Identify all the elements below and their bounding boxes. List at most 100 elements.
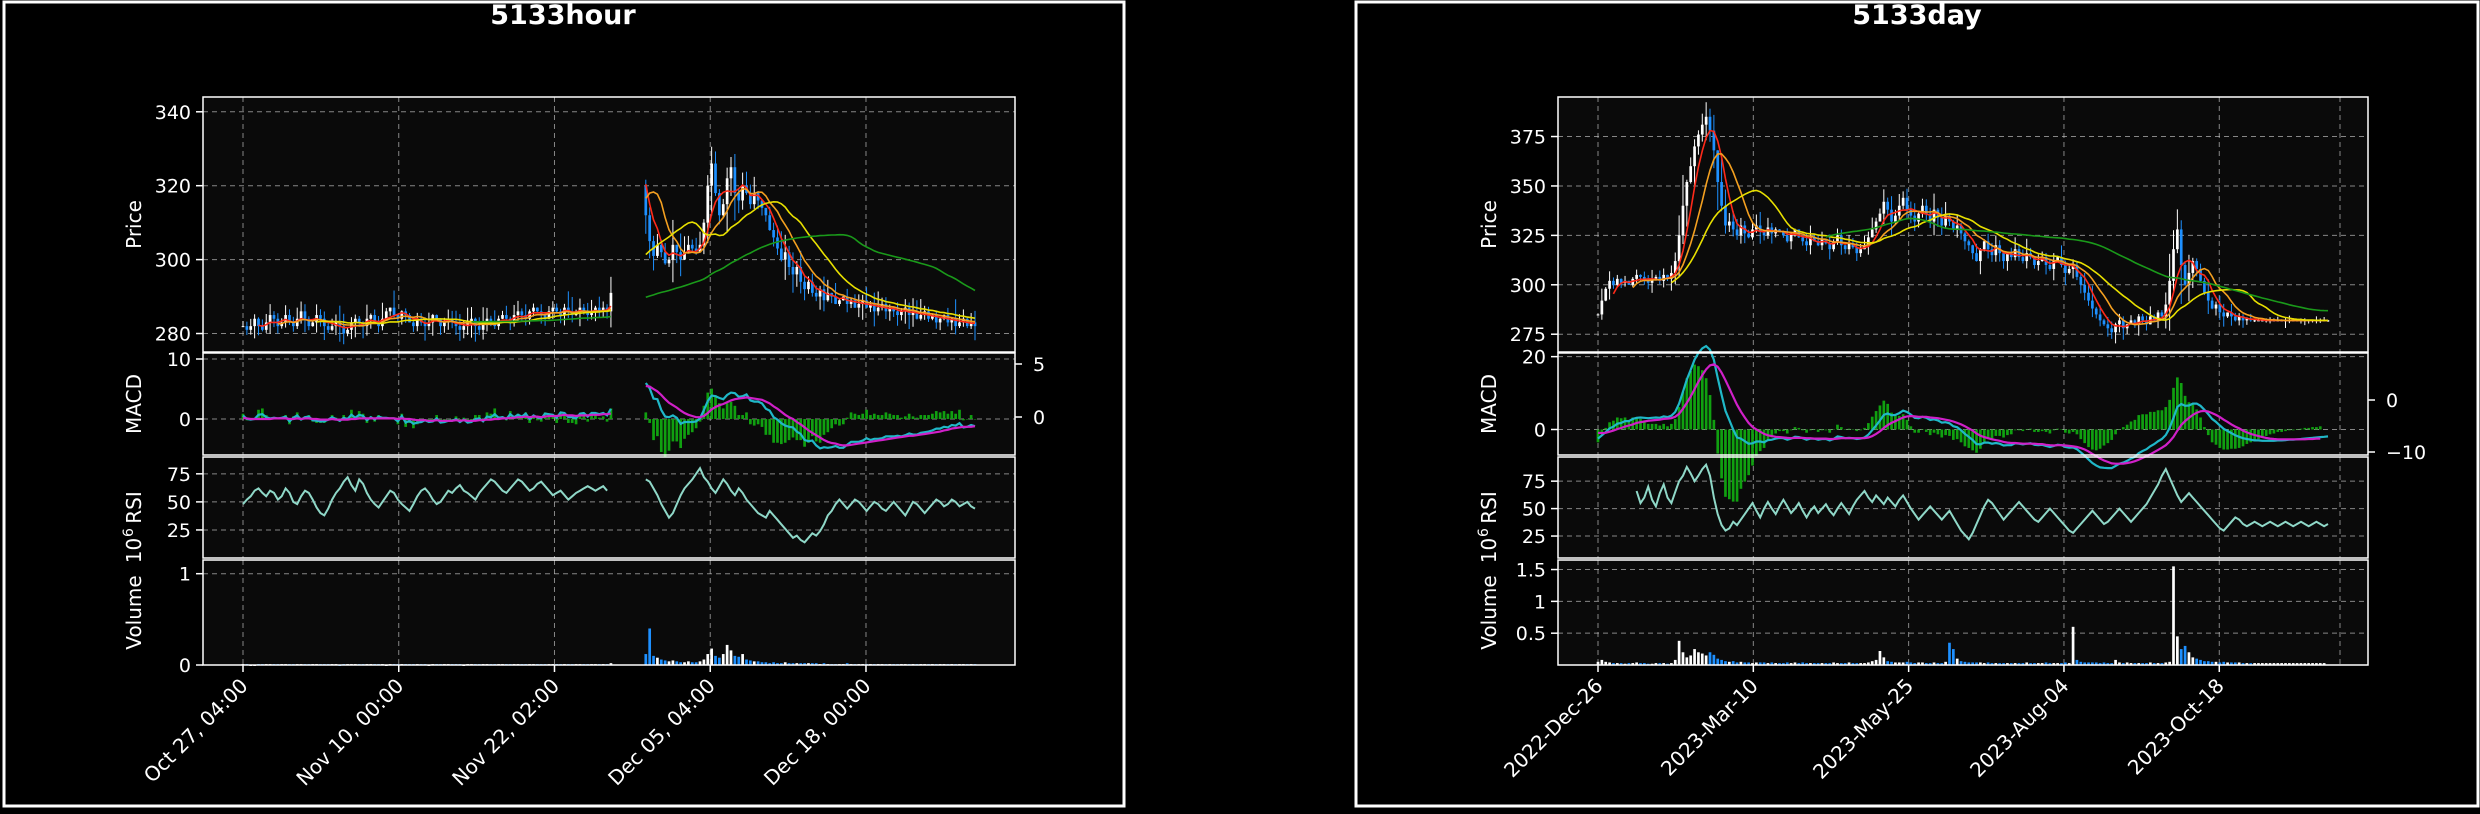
volume-bar bbox=[1608, 662, 1611, 665]
macd-ylabel: MACD bbox=[122, 374, 146, 434]
macd-hist-bar bbox=[1975, 429, 1978, 453]
candle-body bbox=[721, 204, 725, 216]
macd-hist-bar bbox=[1998, 429, 2002, 436]
macd-hist-bar bbox=[710, 388, 713, 419]
macd-hist-bar bbox=[539, 419, 543, 422]
candle-body bbox=[973, 322, 977, 327]
candle-body bbox=[1924, 205, 1928, 214]
candle-body bbox=[911, 311, 915, 316]
volume-bar bbox=[1635, 662, 1638, 665]
volume-bar bbox=[1735, 662, 1739, 665]
macd-hist-bar bbox=[861, 413, 865, 419]
candle-body bbox=[1658, 276, 1662, 281]
macd-hist-bar bbox=[687, 419, 690, 435]
candle-body bbox=[783, 252, 787, 260]
price-panel-border bbox=[202, 96, 1016, 353]
macd-hist-bar bbox=[1816, 429, 1820, 432]
macd-hist-bar bbox=[810, 419, 814, 437]
candle-body bbox=[2168, 280, 2171, 305]
candle-body bbox=[311, 322, 315, 327]
ytick-label-price: 325 bbox=[1510, 225, 1546, 247]
volume-panel-border bbox=[1557, 559, 2369, 666]
macd-hist-bar bbox=[2214, 429, 2218, 445]
macd-hist-bar bbox=[1959, 429, 1963, 443]
candle-body bbox=[1731, 221, 1735, 230]
volume-bar bbox=[1643, 663, 1646, 665]
candle-body bbox=[435, 315, 438, 319]
volume-bar bbox=[2199, 659, 2202, 665]
macd-hist-bar bbox=[1812, 429, 1816, 430]
volume-bar bbox=[1851, 663, 1855, 665]
ytick-label-macd: 0 bbox=[179, 409, 191, 431]
macd-hist-bar bbox=[2118, 429, 2121, 430]
volume-bar bbox=[2315, 663, 2318, 665]
candle-body bbox=[566, 307, 570, 312]
volume-bar bbox=[2164, 662, 2168, 665]
candle-body bbox=[1615, 278, 1619, 285]
volume-bar bbox=[1797, 663, 1801, 665]
macd-hist-bar bbox=[896, 415, 899, 419]
volume-bar bbox=[1731, 661, 1735, 665]
candle-body bbox=[931, 315, 934, 319]
candle-body bbox=[253, 318, 256, 327]
candle-body bbox=[1697, 134, 1700, 147]
candle-body bbox=[1855, 247, 1859, 254]
candle-body bbox=[826, 292, 830, 301]
macd-hist-bar bbox=[969, 415, 973, 419]
candle-body bbox=[2114, 324, 2117, 333]
candle-body bbox=[241, 326, 245, 328]
volume-bar bbox=[1712, 654, 1716, 665]
candle-body bbox=[1789, 233, 1793, 242]
right-ytick-label: −10 bbox=[2386, 442, 2426, 464]
macd-hist-bar bbox=[741, 415, 744, 419]
candle-body bbox=[1693, 146, 1696, 167]
macd-hist-bar bbox=[1693, 364, 1696, 430]
volume-bar bbox=[1886, 661, 1890, 665]
volume-bar bbox=[795, 663, 799, 665]
macd-hist-bar bbox=[931, 413, 934, 419]
macd-hist-bar bbox=[555, 419, 559, 423]
macd-hist-bar bbox=[1843, 429, 1847, 430]
volume-bar bbox=[2079, 661, 2083, 665]
macd-hist-bar bbox=[869, 415, 872, 419]
macd-hist-bar bbox=[927, 415, 930, 419]
candle-body bbox=[2203, 280, 2206, 293]
volume-bar bbox=[1600, 659, 1604, 665]
candle-body bbox=[2152, 316, 2156, 321]
candle-body bbox=[2222, 312, 2226, 317]
macd-hist-bar bbox=[1739, 429, 1743, 489]
macd-hist-bar bbox=[2199, 417, 2202, 430]
volume-bar bbox=[729, 650, 733, 665]
macd-hist-bar bbox=[783, 419, 787, 443]
volume-bar bbox=[2307, 663, 2311, 665]
candle-body bbox=[303, 311, 307, 319]
candle-body bbox=[357, 318, 361, 323]
candle-body bbox=[2067, 268, 2071, 273]
volume-bar bbox=[679, 662, 682, 665]
macd-hist-bar bbox=[780, 419, 783, 445]
macd-hist-bar bbox=[431, 419, 435, 421]
candle-body bbox=[1843, 245, 1847, 250]
candle-body bbox=[470, 318, 473, 323]
macd-hist-bar bbox=[1785, 429, 1789, 434]
volume-bar bbox=[1870, 661, 1874, 665]
macd-hist-bar bbox=[1994, 429, 1998, 436]
candle-body bbox=[2133, 320, 2137, 325]
macd-hist-bar bbox=[1650, 423, 1654, 430]
volume-bar bbox=[2013, 663, 2017, 665]
macd-hist-bar bbox=[834, 419, 837, 425]
macd-hist-bar bbox=[958, 409, 961, 419]
candle-body bbox=[597, 307, 601, 312]
volume-bar bbox=[609, 663, 613, 665]
candle-body bbox=[2245, 318, 2249, 321]
candle-body bbox=[1940, 217, 1944, 226]
candle-body bbox=[687, 244, 690, 253]
macd-hist-bar bbox=[1596, 429, 1600, 443]
volume-bar bbox=[2233, 662, 2237, 665]
candle-body bbox=[2145, 320, 2148, 325]
macd-hist-bar bbox=[2272, 429, 2276, 434]
candle-body bbox=[2214, 304, 2218, 309]
macd-hist-bar bbox=[1982, 429, 1986, 442]
price-panel-border bbox=[1557, 96, 2369, 353]
volume-bar bbox=[1901, 662, 1905, 665]
